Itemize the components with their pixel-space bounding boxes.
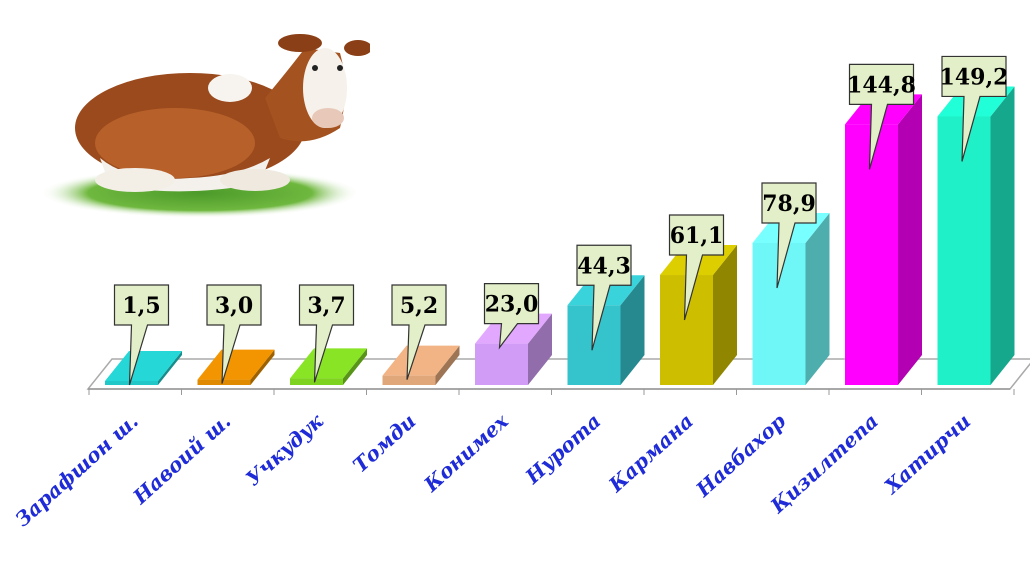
bar-side (898, 94, 922, 386)
bar-top (197, 349, 275, 380)
value-callout: 23,0 (483, 283, 540, 350)
bar-front (197, 379, 251, 385)
value-label: 149,2 (940, 64, 1009, 90)
bar-side (990, 86, 1015, 385)
bar-side (158, 351, 182, 385)
bar-top (105, 351, 182, 381)
category-label: Кармана (603, 409, 698, 498)
category-label: Навбахор (691, 409, 791, 502)
value-callouts: 1,5 3,0 3,7 5,2 23,0 44,3 61,1 78,9 144,8 149,2 (113, 55, 1009, 386)
callout-box (761, 182, 817, 289)
value-callout: 3,7 (298, 284, 355, 383)
value-callout: 144,8 (847, 63, 916, 170)
bar-side (620, 275, 645, 385)
bar-side (343, 348, 367, 385)
value-label: 78,9 (762, 191, 816, 217)
bar-front (937, 116, 991, 385)
value-label: 3,0 (215, 293, 253, 319)
chart-bars (105, 86, 1015, 386)
bar-4 (382, 345, 460, 385)
callout-box (483, 283, 540, 350)
bar-side (435, 345, 460, 385)
callout-box (206, 284, 262, 384)
bar-side (713, 245, 737, 385)
bar-side (805, 212, 830, 385)
value-label: 23,0 (485, 292, 539, 318)
category-label: Навоий ш. (128, 409, 236, 509)
callout-box (848, 63, 915, 170)
category-label: Хатирчи (878, 409, 975, 500)
bar-front (105, 381, 158, 385)
bar-side (528, 313, 552, 385)
bar-9 (845, 94, 922, 386)
category-label: Нурота (520, 409, 605, 489)
value-callout: 5,2 (391, 284, 447, 380)
callout-box (576, 244, 632, 351)
value-callout: 149,2 (940, 55, 1009, 162)
value-callout: 61,1 (668, 214, 725, 321)
callout-box (668, 214, 725, 321)
category-label: Учкудук (241, 409, 328, 491)
category-label: Конимех (419, 408, 514, 497)
bar-3 (290, 348, 367, 385)
value-label: 3,7 (307, 293, 345, 319)
bar-top (382, 345, 460, 376)
value-label: 61,1 (670, 223, 724, 249)
bar-top (290, 348, 367, 379)
bar-front (382, 375, 436, 385)
category-label: Томди (348, 409, 420, 477)
value-label: 144,8 (847, 72, 916, 98)
bar-2 (197, 349, 275, 385)
callout-box (298, 284, 355, 383)
value-label: 1,5 (122, 293, 160, 319)
value-label: 44,3 (577, 253, 631, 279)
bar-front (290, 378, 343, 385)
bar-1 (105, 351, 182, 385)
value-callout: 44,3 (576, 244, 632, 351)
cow-illustration (40, 34, 370, 218)
value-callout: 1,5 (113, 284, 170, 386)
value-callout: 3,0 (206, 284, 262, 384)
bar-front (845, 124, 898, 386)
value-label: 5,2 (400, 293, 438, 319)
bar-10 (937, 86, 1015, 385)
category-label: Зарафшон ш. (10, 409, 142, 532)
callout-box (941, 55, 1007, 162)
callout-box (391, 284, 447, 380)
value-callout: 78,9 (761, 182, 817, 289)
bar-side (250, 349, 275, 385)
callout-box (113, 284, 170, 386)
bar-front (475, 343, 528, 385)
